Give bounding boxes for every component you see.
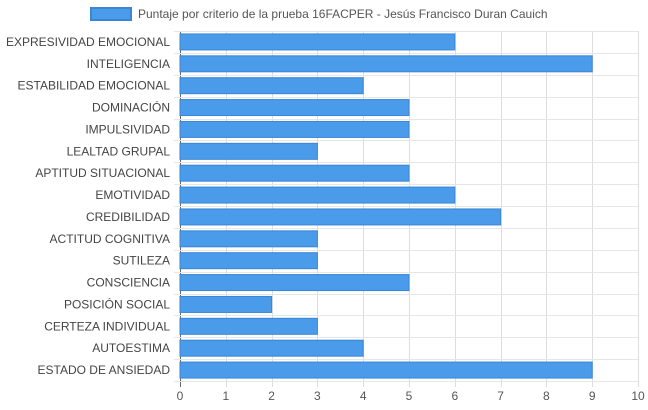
bar[interactable] — [179, 339, 364, 357]
x-tick-label: 9 — [589, 389, 596, 403]
category-label: CONSCIENCIA — [87, 276, 170, 290]
bar[interactable] — [179, 33, 456, 51]
bar[interactable] — [179, 208, 502, 226]
x-tick-label: 8 — [543, 389, 550, 403]
category-label: LEALTAD GRUPAL — [67, 144, 171, 158]
bar[interactable] — [179, 77, 364, 95]
x-axis-ticks: 0 1 2 3 4 5 6 7 8 9 10 — [177, 389, 645, 403]
legend[interactable]: Puntaje por criterio de la prueba 16FACP… — [90, 7, 548, 21]
x-tick-label: 3 — [314, 389, 321, 403]
x-tick-label: 5 — [406, 389, 413, 403]
category-label: ACTITUD COGNITIVA — [50, 232, 170, 246]
category-label: EXPRESIVIDAD EMOCIONAL — [6, 35, 170, 49]
bar[interactable] — [179, 252, 318, 270]
bar[interactable] — [179, 274, 410, 292]
category-label: AUTOESTIMA — [92, 341, 170, 355]
category-label: DOMINACIÓN — [92, 100, 170, 115]
bar[interactable] — [179, 317, 318, 335]
legend-swatch — [90, 7, 132, 21]
bar[interactable] — [179, 142, 318, 160]
category-label: APTITUD SITUACIONAL — [35, 166, 170, 180]
bars — [179, 33, 593, 379]
category-label: CERTEZA INDIVIDUAL — [44, 319, 170, 333]
x-tick-label: 6 — [451, 389, 458, 403]
bar[interactable] — [179, 186, 456, 204]
grid — [174, 31, 639, 387]
x-tick-label: 4 — [360, 389, 367, 403]
category-label: IMPULSIVIDAD — [85, 122, 170, 136]
x-tick-label: 2 — [268, 389, 275, 403]
bar[interactable] — [179, 361, 593, 379]
bar[interactable] — [179, 295, 273, 313]
x-tick-label: 10 — [631, 389, 645, 403]
category-labels: EXPRESIVIDAD EMOCIONAL INTELIGENCIA ESTABI… — [6, 35, 170, 377]
bar[interactable] — [179, 99, 410, 117]
x-tick-label: 0 — [177, 389, 184, 403]
bar[interactable] — [179, 120, 410, 138]
category-label: POSICIÓN SOCIAL — [64, 296, 170, 311]
bar[interactable] — [179, 164, 410, 182]
bar[interactable] — [179, 55, 593, 73]
category-label: ESTADO DE ANSIEDAD — [38, 363, 171, 377]
bar[interactable] — [179, 230, 318, 248]
category-label: EMOTIVIDAD — [95, 188, 170, 202]
category-label: SUTILEZA — [113, 254, 170, 268]
category-label: CREDIBILIDAD — [86, 210, 170, 224]
category-label: INTELIGENCIA — [87, 57, 170, 71]
x-tick-label: 1 — [222, 389, 229, 403]
legend-label: Puntaje por criterio de la prueba 16FACP… — [138, 7, 548, 21]
x-tick-label: 7 — [497, 389, 504, 403]
category-label: ESTABILIDAD EMOCIONAL — [18, 79, 171, 93]
